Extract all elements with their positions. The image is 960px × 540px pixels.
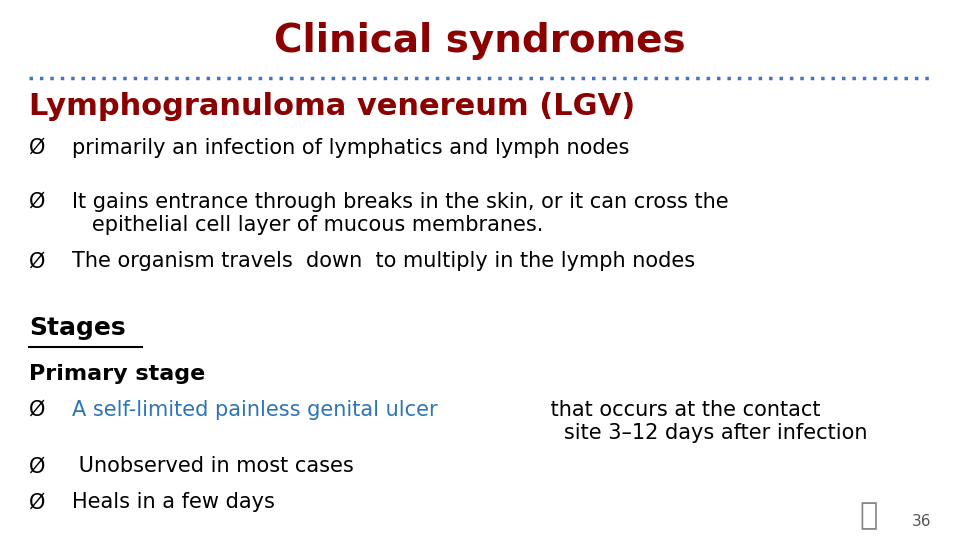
Text: Unobserved in most cases: Unobserved in most cases [72, 456, 353, 476]
Text: primarily an infection of lymphatics and lymph nodes: primarily an infection of lymphatics and… [72, 138, 630, 158]
Text: Clinical syndromes: Clinical syndromes [275, 22, 685, 59]
Text: Stages: Stages [29, 316, 126, 340]
Text: Primary stage: Primary stage [29, 364, 205, 384]
Text: Ø: Ø [29, 192, 45, 212]
Text: 🔈: 🔈 [859, 501, 878, 530]
Text: Ø: Ø [29, 251, 45, 271]
Text: Heals in a few days: Heals in a few days [72, 492, 275, 512]
Text: Ø: Ø [29, 456, 45, 476]
Text: A self-limited painless genital ulcer: A self-limited painless genital ulcer [72, 400, 438, 420]
Text: 36: 36 [912, 514, 931, 529]
Text: Ø: Ø [29, 400, 45, 420]
Text: that occurs at the contact
   site 3–12 days after infection: that occurs at the contact site 3–12 day… [543, 400, 867, 443]
Text: Lymphogranuloma venereum (LGV): Lymphogranuloma venereum (LGV) [29, 92, 636, 121]
Text: The organism travels  down  to multiply in the lymph nodes: The organism travels down to multiply in… [72, 251, 695, 271]
Text: It gains entrance through breaks in the skin, or it can cross the
   epithelial : It gains entrance through breaks in the … [72, 192, 729, 235]
Text: Ø: Ø [29, 138, 45, 158]
Text: Ø: Ø [29, 492, 45, 512]
